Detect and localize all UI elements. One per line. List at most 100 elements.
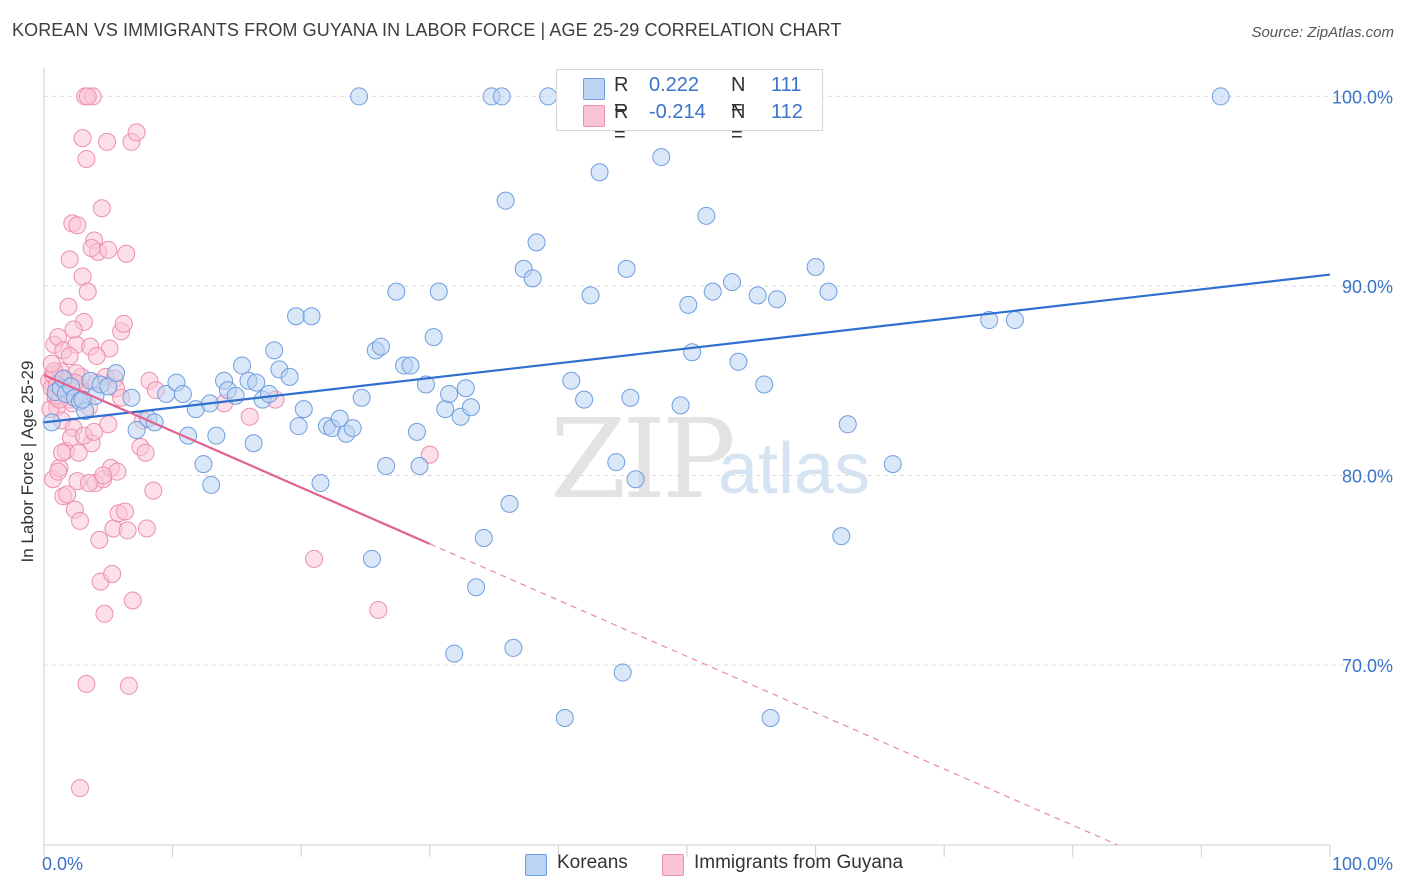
korean-point xyxy=(247,373,266,392)
y-axis-title: In Labor Force | Age 25-29 xyxy=(18,361,37,563)
korean-point xyxy=(343,419,362,438)
korean-point xyxy=(883,455,902,474)
korean-point xyxy=(410,456,429,475)
korean-point xyxy=(819,282,838,301)
korean-point xyxy=(768,290,787,309)
korean-point xyxy=(806,257,825,276)
korean-point xyxy=(260,384,279,403)
guyana-point xyxy=(136,443,155,462)
korean-point xyxy=(1211,87,1230,106)
korean-point xyxy=(99,377,118,396)
guyana-point xyxy=(137,519,156,538)
guyana-point xyxy=(240,407,259,426)
guyana-point xyxy=(420,445,439,464)
korean-point xyxy=(445,644,464,663)
korean-point xyxy=(294,400,313,419)
korean-point xyxy=(1005,311,1024,330)
x-tick-label: 100.0% xyxy=(1332,854,1393,874)
korean-point xyxy=(456,379,475,398)
korean-point xyxy=(289,417,308,436)
korean-point xyxy=(748,286,767,305)
guyana-point xyxy=(369,601,388,620)
korean-point xyxy=(350,87,369,106)
korean-point xyxy=(761,709,780,728)
guyana-point xyxy=(77,674,96,693)
y-tick-label: 70.0% xyxy=(1342,656,1393,676)
korean-point xyxy=(703,282,722,301)
guyana-point xyxy=(114,314,133,333)
y-tick-label: 100.0% xyxy=(1332,87,1393,107)
korean-point xyxy=(330,409,349,428)
korean-point xyxy=(207,426,226,445)
guyana-point xyxy=(49,462,68,481)
korean-point xyxy=(362,549,381,568)
n-label: N = xyxy=(731,74,746,119)
korean-point xyxy=(461,398,480,417)
korean-point xyxy=(539,87,558,106)
source-label: Source: ZipAtlas.com xyxy=(1251,24,1394,41)
korean-point xyxy=(555,709,574,728)
guyana-point xyxy=(59,297,78,316)
korean-point xyxy=(429,282,448,301)
korean-point xyxy=(496,191,515,210)
guyana-point xyxy=(42,354,61,373)
guyana-point xyxy=(69,443,88,462)
korean-point xyxy=(173,384,192,403)
guyana-points xyxy=(40,87,439,798)
guyana-n-value: 112 xyxy=(771,101,803,123)
chart-title: KOREAN VS IMMIGRANTS FROM GUYANA IN LABO… xyxy=(12,20,842,40)
r-label: R = xyxy=(614,101,629,146)
korean-point xyxy=(387,282,406,301)
korean-point xyxy=(416,375,435,394)
guyana-point xyxy=(68,216,87,235)
korean-point xyxy=(467,578,486,597)
koreans-swatch xyxy=(583,78,605,100)
guyana-legend-label: Immigrants from Guyana xyxy=(694,852,904,873)
guyana-swatch xyxy=(583,105,605,127)
guyana-point xyxy=(98,132,117,151)
trend-lines xyxy=(43,273,1331,846)
guyana-r-value: -0.214 xyxy=(649,101,706,123)
guyana-point xyxy=(53,443,72,462)
korean-point xyxy=(244,434,263,453)
y-tick-label: 90.0% xyxy=(1342,277,1393,297)
korean-point xyxy=(122,388,141,407)
guyana-point xyxy=(92,199,111,218)
guyana-point xyxy=(85,422,104,441)
guyana-point xyxy=(95,604,114,623)
korean-point xyxy=(280,367,299,386)
korean-point xyxy=(590,163,609,182)
korean-point xyxy=(729,352,748,371)
guyana-point xyxy=(119,676,138,695)
watermark-atlas: atlas xyxy=(718,429,871,509)
korean-point xyxy=(626,470,645,489)
korean-point xyxy=(652,148,671,167)
korean-point xyxy=(302,307,321,326)
guyana-point xyxy=(99,240,118,259)
guyana-point xyxy=(103,564,122,583)
korean-point xyxy=(527,233,546,252)
guyana-point xyxy=(71,511,90,530)
korean-point xyxy=(500,494,519,513)
korean-point xyxy=(352,388,371,407)
axes xyxy=(43,68,1331,857)
korean-point xyxy=(492,87,511,106)
korean-point xyxy=(980,311,999,330)
guyana-point xyxy=(82,239,101,258)
korean-point xyxy=(523,269,542,288)
korean-point xyxy=(838,415,857,434)
guyana-point xyxy=(87,347,106,366)
korean-point xyxy=(581,286,600,305)
korean-point xyxy=(311,474,330,493)
korean-point xyxy=(127,420,146,439)
guyana-legend-swatch xyxy=(662,854,684,876)
guyana-trend-line xyxy=(43,374,431,545)
tick-labels: 70.0% 80.0% 90.0% 100.0% 0.0% 100.0% In Labor … xyxy=(18,87,1393,874)
korean-point xyxy=(613,663,632,682)
korean-point xyxy=(424,328,443,347)
korean-point xyxy=(562,371,581,390)
guyana-point xyxy=(90,530,109,549)
korean-point xyxy=(440,384,459,403)
korean-point xyxy=(679,295,698,314)
korean-point xyxy=(575,390,594,409)
